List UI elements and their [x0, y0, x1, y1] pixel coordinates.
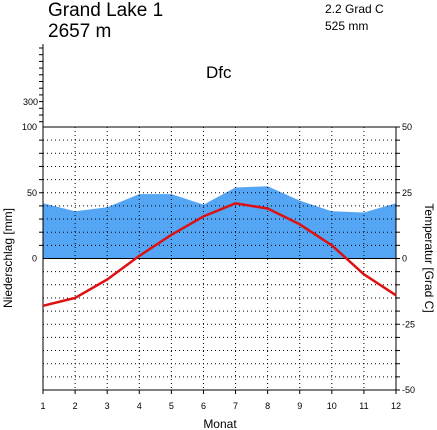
climate-class: Dfc	[206, 63, 232, 82]
x-axis-label: Monat	[203, 417, 237, 430]
annual-precipitation: 525 mm	[325, 19, 369, 33]
right-tick-label: -50	[402, 385, 415, 395]
x-tick-label: 4	[137, 401, 142, 411]
x-tick-label: 7	[233, 401, 238, 411]
x-tick-label: 11	[359, 401, 368, 411]
left-tick-label: 100	[22, 122, 37, 132]
temperature-line	[42, 202, 397, 308]
x-tick-label: 6	[201, 401, 206, 411]
right-tick-label: 25	[402, 188, 412, 198]
x-tick-label: 5	[169, 401, 174, 411]
station-name: Grand Lake 1	[48, 0, 164, 21]
right-tick-label: -25	[402, 319, 415, 329]
x-tick-label: 3	[105, 401, 110, 411]
precipitation-area	[43, 186, 396, 259]
x-tick-label: 9	[297, 401, 302, 411]
left-tick-label: 50	[27, 188, 37, 198]
left-tick-label: 0	[32, 254, 37, 264]
x-tick-label: 1	[40, 401, 45, 411]
left-upper-tick-label: 300	[23, 97, 38, 107]
station-elevation: 2657 m	[48, 21, 112, 42]
annual-temperature: 2.2 Grad C	[325, 2, 384, 16]
right-axis-label: Temperatur [Grad C]	[422, 203, 436, 312]
right-tick-label: 50	[402, 122, 412, 132]
right-tick-label: 0	[402, 254, 407, 264]
x-tick-label: 10	[327, 401, 337, 411]
left-axis-label: Niederschlag [mm]	[1, 208, 15, 308]
x-tick-label: 8	[265, 401, 270, 411]
x-tick-label: 12	[391, 401, 401, 411]
x-tick-label: 2	[73, 401, 78, 411]
